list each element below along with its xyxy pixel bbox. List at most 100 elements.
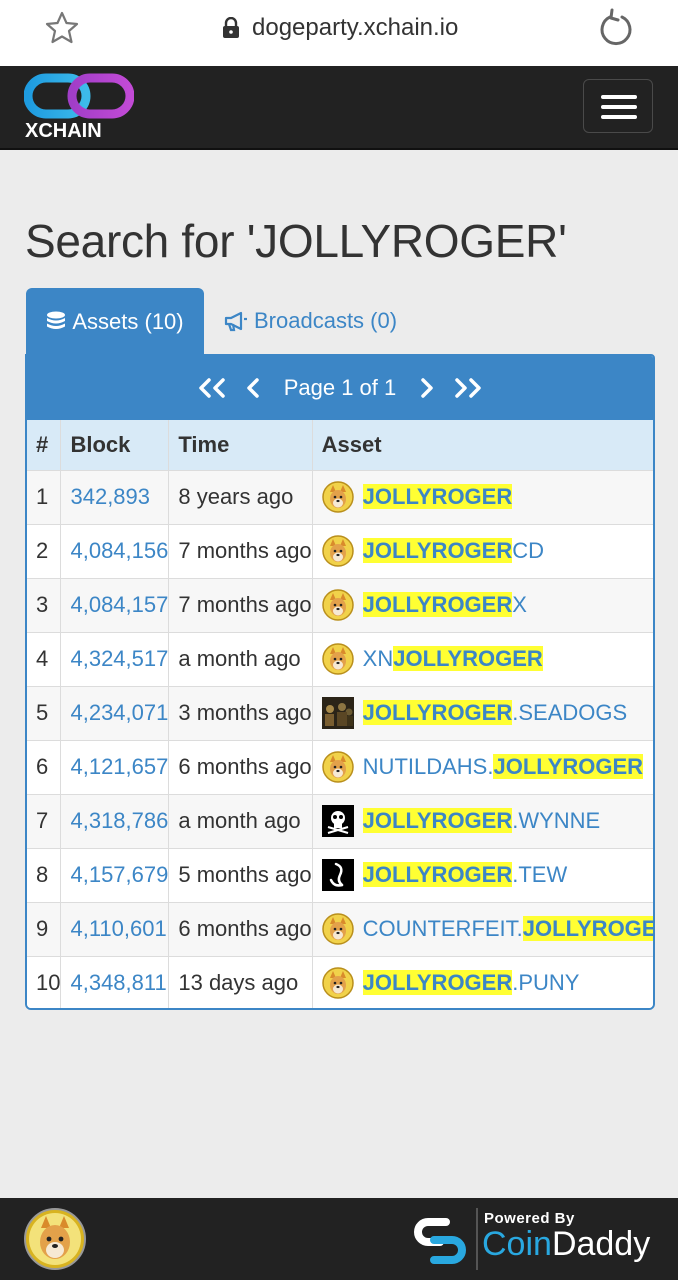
asset-cell[interactable]: JOLLYROGER.SEADOGS: [312, 686, 653, 741]
column-header-time: Time: [168, 420, 313, 471]
asset-highlight: JOLLYROGER: [362, 862, 513, 887]
double-chevron-right-icon: [455, 378, 482, 398]
skull-icon: [321, 805, 354, 837]
menu-bar-icon: [601, 115, 637, 119]
asset-cell[interactable]: COUNTERFEIT.JOLLYROGER: [312, 902, 653, 957]
row-number: 6: [27, 740, 62, 795]
asset-cell[interactable]: JOLLYROGER: [312, 470, 653, 525]
table-row: 3 4,084,157 7 months ago JOLLYROGERX: [27, 578, 653, 633]
asset-cell[interactable]: NUTILDAHS.JOLLYROGER: [312, 740, 653, 795]
table-row: 5 4,234,071 3 months ago JOLLYROGER.SEADOGS: [27, 686, 653, 741]
row-number: 8: [27, 848, 62, 903]
asset-cell[interactable]: XNJOLLYROGER: [312, 632, 653, 687]
logo-text[interactable]: XCHAIN: [25, 120, 102, 142]
time-cell: a month ago: [168, 794, 313, 849]
block-link[interactable]: 4,318,786: [60, 794, 170, 849]
tab-assets[interactable]: Assets (10): [26, 288, 204, 356]
block-link[interactable]: 4,157,679: [60, 848, 170, 903]
chevron-right-icon: [421, 378, 434, 398]
asset-cell[interactable]: JOLLYROGER.WYNNE: [312, 794, 653, 849]
tab-assets-label: Assets (10): [72, 309, 184, 334]
time-cell: 13 days ago: [168, 956, 313, 1008]
asset-highlight: JOLLYROGER: [362, 592, 513, 617]
asset-link[interactable]: JOLLYROGER.SEADOGS: [362, 700, 628, 726]
column-header-block: Block: [60, 420, 170, 471]
address-bar[interactable]: dogeparty.xchain.io: [222, 12, 458, 44]
time-cell: 6 months ago: [168, 740, 313, 795]
asset-cell[interactable]: JOLLYROGERCD: [312, 524, 653, 579]
block-link[interactable]: 4,121,657: [60, 740, 170, 795]
block-link[interactable]: 4,084,157: [60, 578, 170, 633]
asset-cell[interactable]: JOLLYROGERX: [312, 578, 653, 633]
asset-link[interactable]: JOLLYROGERX: [362, 592, 527, 618]
shiba-icon: [321, 967, 354, 999]
xchain-logo-icon[interactable]: [24, 72, 134, 120]
lock-icon: [223, 17, 239, 38]
prev-page-button[interactable]: [244, 377, 262, 399]
last-page-button[interactable]: [452, 377, 484, 399]
menu-bar-icon: [601, 105, 637, 109]
asset-link[interactable]: JOLLYROGERCD: [362, 538, 544, 564]
next-page-button[interactable]: [418, 377, 436, 399]
asset-suffix: .WYNNE: [512, 808, 601, 833]
database-icon: [47, 311, 66, 329]
url-text: dogeparty.xchain.io: [252, 14, 459, 41]
asset-link[interactable]: JOLLYROGER.TEW: [362, 862, 568, 888]
coindaddy-logo-icon[interactable]: [410, 1212, 470, 1270]
table-row: 4 4,324,517 a month ago XNJOLLYROGER: [27, 632, 653, 687]
block-link[interactable]: 4,084,156: [60, 524, 170, 579]
asset-link[interactable]: JOLLYROGER.WYNNE: [362, 808, 601, 834]
hook-icon: [321, 859, 354, 891]
table-row: 9 4,110,601 6 months ago COUNTERFEIT.JOLLYR…: [27, 902, 653, 957]
row-number: 10: [27, 956, 62, 1008]
asset-cell[interactable]: JOLLYROGER.TEW: [312, 848, 653, 903]
asset-link[interactable]: JOLLYROGER.PUNY: [362, 970, 579, 996]
first-page-button[interactable]: [196, 377, 228, 399]
navbar: XCHAIN: [0, 66, 678, 150]
shiba-icon: [321, 535, 354, 567]
assets-table: # Block Time Asset 1 342,893 8 years ago JO…: [27, 420, 653, 1008]
asset-suffix: .TEW: [512, 862, 568, 887]
asset-highlight: JOLLYROGER: [362, 484, 513, 509]
asset-cell[interactable]: JOLLYROGER.PUNY: [312, 956, 653, 1008]
row-number: 4: [27, 632, 62, 687]
bullhorn-icon: [224, 311, 247, 332]
shiba-icon: [321, 643, 354, 675]
star-icon[interactable]: [44, 10, 80, 46]
asset-prefix: COUNTERFEIT.: [362, 916, 523, 941]
brand-daddy-text: Daddy: [551, 1225, 651, 1263]
table-header-row: # Block Time Asset: [27, 420, 653, 471]
pager: Page 1 of 1: [27, 356, 653, 420]
block-link[interactable]: 4,110,601: [60, 902, 170, 957]
shiba-avatar-icon[interactable]: [24, 1208, 86, 1270]
footer: Powered By CoinDaddy: [0, 1198, 678, 1280]
shiba-icon: [321, 481, 354, 513]
asset-link[interactable]: COUNTERFEIT.JOLLYROGER: [362, 916, 653, 942]
time-cell: 6 months ago: [168, 902, 313, 957]
block-link[interactable]: 4,234,071: [60, 686, 170, 741]
asset-link[interactable]: JOLLYROGER: [362, 484, 513, 510]
coindaddy-wordmark[interactable]: CoinDaddy: [482, 1225, 650, 1264]
chevron-left-icon: [246, 378, 259, 398]
hamburger-menu-button[interactable]: [583, 79, 653, 133]
block-link[interactable]: 4,348,811: [60, 956, 170, 1008]
asset-link[interactable]: XNJOLLYROGER: [363, 646, 543, 672]
page-indicator: Page 1 of 1: [283, 375, 397, 400]
row-number: 7: [27, 794, 62, 849]
table-row: 7 4,318,786 a month ago JOLLYROGER.WYNNE: [27, 794, 653, 849]
asset-highlight: JOLLYROGER: [362, 808, 513, 833]
block-link[interactable]: 4,324,517: [60, 632, 170, 687]
reload-icon[interactable]: [596, 8, 636, 48]
asset-suffix: .SEADOGS: [512, 700, 628, 725]
time-cell: 7 months ago: [168, 578, 313, 633]
asset-link[interactable]: NUTILDAHS.JOLLYROGER: [363, 754, 644, 780]
tab-broadcasts-label: Broadcasts (0): [254, 308, 398, 333]
time-cell: 3 months ago: [168, 686, 313, 741]
asset-highlight: JOLLYROGER: [362, 700, 513, 725]
row-number: 5: [27, 686, 62, 741]
tab-broadcasts[interactable]: Broadcasts (0): [224, 288, 397, 354]
block-link[interactable]: 342,893: [60, 470, 170, 525]
table-row: 1 342,893 8 years ago JOLLYROGER: [27, 470, 653, 525]
asset-highlight: JOLLYROGER: [522, 916, 653, 941]
pirates-icon: [321, 697, 354, 729]
